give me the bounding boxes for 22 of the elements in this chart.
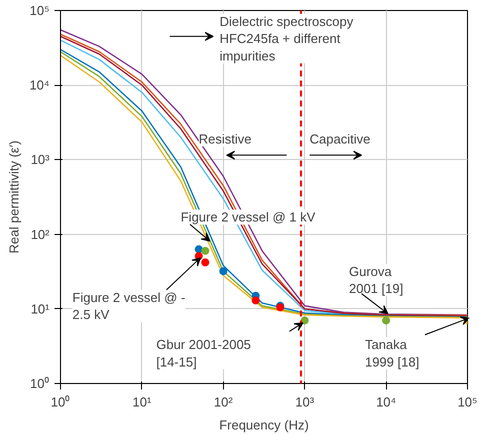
x-tick-label: 10² (214, 394, 234, 410)
y-tick-label: 10¹ (30, 301, 50, 316)
annotation: Dielectric spectroscopy HFC245fa + different impurities (220, 14, 354, 64)
y-tick-label: 10⁵ (30, 3, 50, 18)
y-tick-label: 10⁰ (30, 376, 50, 391)
annotation: Resistive (198, 131, 252, 146)
annotation: Gurova 2001 [19] (348, 264, 404, 296)
x-tick-label: 10⁰ (50, 394, 70, 410)
y-axis-title: Real permittivity (ε′) (6, 140, 22, 254)
annotation: Capacitive (310, 131, 370, 146)
x-axis-title: Frequency (Hz) (219, 418, 309, 432)
annotation: Figure 2 vessel @ 1 kV (180, 210, 316, 225)
annotation: Figure 2 vessel @ - 2.5 kV (72, 290, 186, 322)
y-tick-label: 10³ (30, 152, 50, 168)
annotation: Gbur 2001-2005 [14-15] (156, 337, 251, 370)
x-tick-label: 10⁵ (458, 394, 478, 410)
y-tick-label: 10⁴ (29, 78, 50, 93)
x-tick-label: 10³ (295, 394, 315, 410)
y-tick-label: 10² (30, 226, 50, 242)
x-tick-label: 10⁴ (376, 394, 396, 410)
x-tick-label: 10¹ (132, 394, 152, 410)
annotation: Tanaka 1999 [18] (364, 337, 420, 370)
